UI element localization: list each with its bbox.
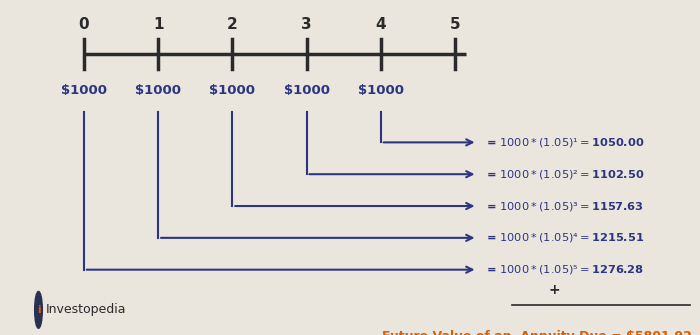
Circle shape	[34, 291, 43, 328]
Text: Future Value of an  Annuity Due = $5801.92: Future Value of an Annuity Due = $5801.9…	[382, 330, 692, 335]
Text: 5: 5	[449, 17, 461, 32]
Text: = $1000*(1.05)² = $1102.50: = $1000*(1.05)² = $1102.50	[486, 168, 644, 181]
Text: 0: 0	[78, 17, 90, 32]
Text: i: i	[37, 305, 41, 315]
Text: $1000: $1000	[284, 84, 330, 97]
Text: 2: 2	[227, 17, 238, 32]
Text: = $1000*(1.05)¹ = $1050.00: = $1000*(1.05)¹ = $1050.00	[486, 136, 644, 149]
Text: Investopedia: Investopedia	[46, 304, 127, 316]
Text: $1000: $1000	[209, 84, 256, 97]
Text: = $1000*(1.05)³ = $1157.63: = $1000*(1.05)³ = $1157.63	[486, 200, 643, 212]
Text: = $1000*(1.05)⁴ = $1215.51: = $1000*(1.05)⁴ = $1215.51	[486, 231, 644, 244]
Text: $1000: $1000	[135, 84, 181, 97]
Text: 3: 3	[301, 17, 312, 32]
Text: 1: 1	[153, 17, 163, 32]
Text: = $1000*(1.05)⁵ = $1276.28: = $1000*(1.05)⁵ = $1276.28	[486, 263, 644, 276]
Text: $1000: $1000	[61, 84, 107, 97]
Text: $1000: $1000	[358, 84, 404, 97]
Text: +: +	[549, 283, 560, 297]
Text: 4: 4	[375, 17, 386, 32]
